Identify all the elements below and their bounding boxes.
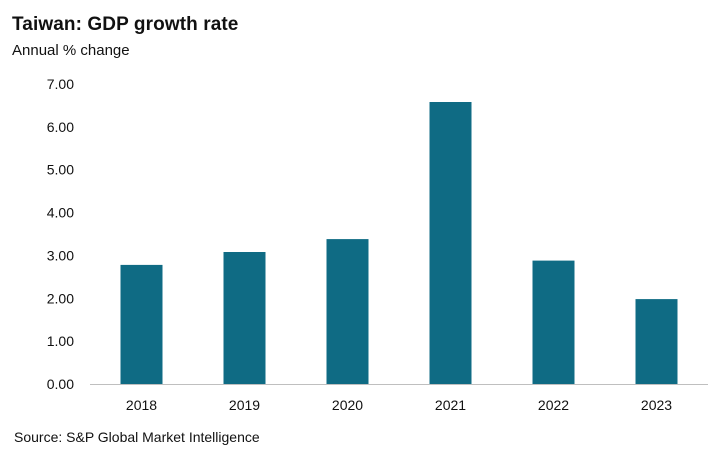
x-tick-label: 2018 <box>126 397 157 413</box>
source-note: Source: S&P Global Market Intelligence <box>14 429 260 445</box>
x-axis-labels: 2018 2019 2020 2021 2022 2023 <box>126 397 672 413</box>
bar-2023 <box>635 299 678 384</box>
x-tick-label: 2023 <box>641 397 672 413</box>
x-tick-label: 2022 <box>538 397 569 413</box>
bar-2018 <box>120 264 163 384</box>
bar-2020 <box>326 239 369 384</box>
y-tick-label: 4.00 <box>47 205 74 221</box>
bar-2022 <box>532 260 575 384</box>
x-tick-label: 2019 <box>229 397 260 413</box>
y-tick-label: 1.00 <box>47 333 74 349</box>
x-tick-label: 2021 <box>435 397 466 413</box>
x-tick-label: 2020 <box>332 397 363 413</box>
y-tick-label: 3.00 <box>47 247 74 263</box>
y-tick-label: 7.00 <box>47 76 74 92</box>
chart-subtitle: Annual % change <box>12 42 130 59</box>
chart-title: Taiwan: GDP growth rate <box>12 14 239 35</box>
bar-2019 <box>223 252 266 384</box>
y-tick-label: 2.00 <box>47 290 74 306</box>
y-tick-label: 0.00 <box>47 376 74 392</box>
bar-2021 <box>429 102 472 384</box>
y-tick-label: 6.00 <box>47 119 74 135</box>
y-axis-labels: 0.00 1.00 2.00 3.00 4.00 5.00 6.00 7.00 <box>47 76 74 392</box>
bars <box>120 102 678 384</box>
y-tick-label: 5.00 <box>47 162 74 178</box>
